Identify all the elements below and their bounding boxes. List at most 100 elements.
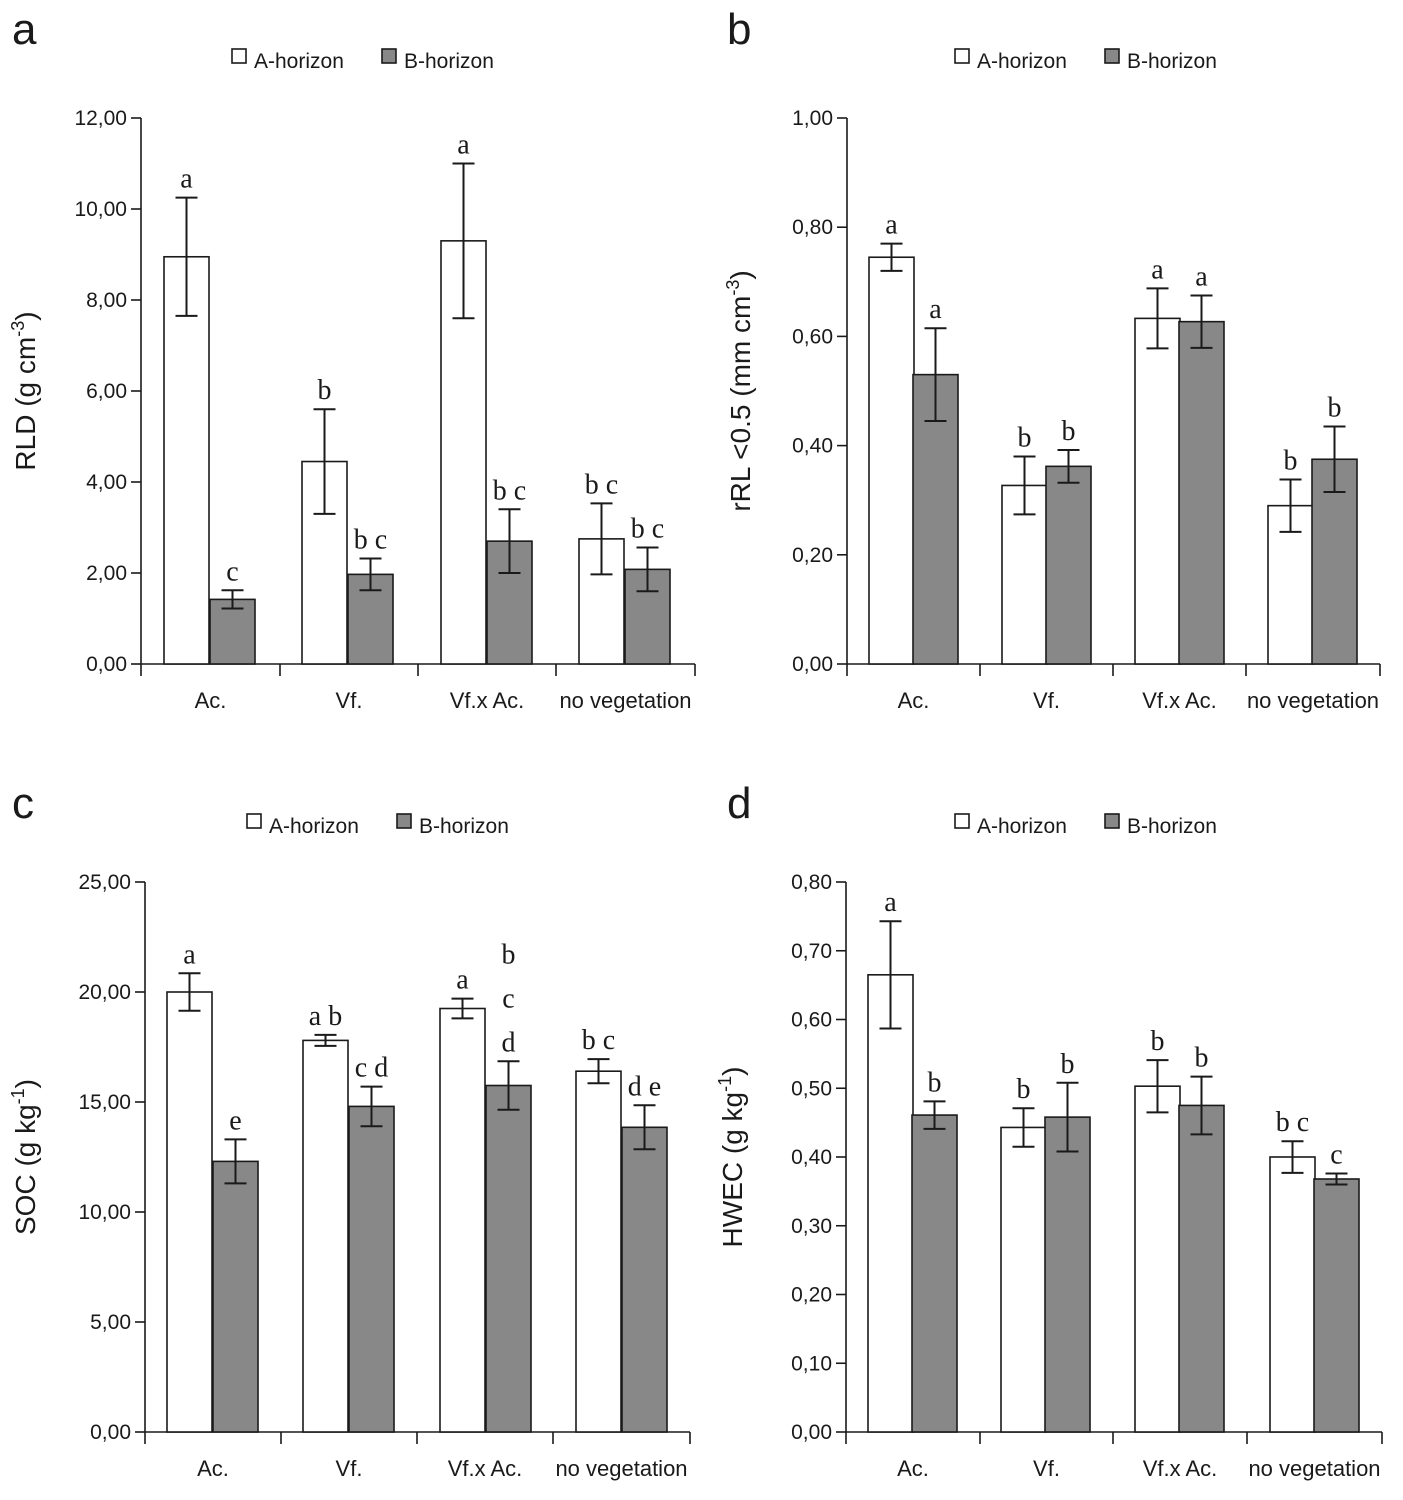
- significance-letter: b: [502, 939, 516, 970]
- legend-swatch-a-horizon: [246, 813, 262, 829]
- significance-letter: b: [1328, 392, 1342, 423]
- x-tick-label: no vegetation: [559, 688, 691, 713]
- significance-letter: d: [502, 1027, 516, 1058]
- panel-c: c A-horizon B-horizon 0,00 5,00 10,00 15,00 20,…: [8, 779, 691, 1481]
- significance-letter: c: [502, 983, 514, 1014]
- y-tick-label: 0,00: [792, 653, 833, 676]
- panel-label: d: [727, 779, 751, 828]
- legend: A-horizon B-horizon: [954, 813, 1217, 838]
- y-tick-label: 0,80: [791, 871, 832, 894]
- y-axis-title-tail: ): [10, 1079, 41, 1088]
- y-tick-label: 25,00: [78, 871, 131, 894]
- significance-letter: b c: [493, 475, 526, 506]
- legend: A-horizon B-horizon: [246, 813, 509, 838]
- significance-letter: a: [885, 210, 898, 241]
- y-axis-title-main: RLD (g cm: [10, 337, 41, 471]
- bar-a-horizon: [1269, 1156, 1316, 1433]
- bar-b-horizon: [1044, 1116, 1091, 1433]
- panel-d: d A-horizon B-horizon 0,00 0,10 0,20 0,30 0,40 0…: [715, 779, 1383, 1481]
- y-axis-title: rRL <0.5 (mm cm-3): [723, 270, 756, 511]
- y-axis-title-superscript: -1: [8, 1088, 28, 1104]
- x-tick-label: Vf.: [1033, 688, 1060, 713]
- legend-label-a-horizon: A-horizon: [269, 815, 359, 838]
- y-tick-label: 2,00: [86, 562, 127, 585]
- x-tick-label: Ac.: [897, 1456, 929, 1481]
- significance-letter: c: [1330, 1140, 1342, 1171]
- panel-a: a A-horizon B-horizon 0,00 2,00 4,00 6,00 8,00 1…: [8, 5, 696, 713]
- legend-swatch-b-horizon: [1104, 48, 1120, 64]
- significance-letter: b: [1151, 1026, 1165, 1057]
- y-tick-label: 0,70: [791, 940, 832, 963]
- y-tick-label: 20,00: [78, 981, 131, 1004]
- bar-b-horizon: [212, 1160, 259, 1433]
- x-tick-label: Ac.: [197, 1456, 229, 1481]
- bar-a-horizon: [166, 991, 213, 1433]
- significance-letter: c d: [355, 1053, 388, 1084]
- legend-swatch-b-horizon: [1104, 813, 1120, 829]
- bar-a-horizon: [1000, 1126, 1047, 1433]
- significance-letter: b: [318, 375, 332, 406]
- significance-letter: b: [928, 1067, 942, 1098]
- legend-swatch-b-horizon: [396, 813, 412, 829]
- y-axis-title-superscript: -1: [715, 1076, 735, 1092]
- y-axis-title-main: rRL <0.5 (mm cm: [725, 296, 756, 512]
- y-axis-title-tail: ): [725, 270, 756, 279]
- significance-letter: b: [1062, 416, 1076, 447]
- bar-b-horizon: [1313, 1178, 1360, 1433]
- y-tick-label: 5,00: [90, 1311, 131, 1334]
- bar-b-horizon: [1045, 465, 1092, 665]
- legend: A-horizon B-horizon: [954, 48, 1217, 73]
- y-axis-title: SOC (g kg-1): [8, 1079, 41, 1235]
- y-tick-label: 0,40: [791, 1146, 832, 1169]
- y-tick-label: 0,60: [791, 1009, 832, 1032]
- significance-letter: c: [226, 556, 238, 587]
- bar-b-horizon: [348, 1105, 395, 1433]
- significance-letter: a: [1151, 254, 1164, 285]
- x-tick-label: Vf.: [1033, 1456, 1060, 1481]
- significance-letter: a: [884, 887, 897, 918]
- bar-a-horizon: [575, 1070, 622, 1433]
- significance-letter: b: [1061, 1049, 1075, 1080]
- bar-b-horizon: [1178, 320, 1225, 665]
- y-tick-label: 0,80: [792, 216, 833, 239]
- significance-letter: a: [929, 294, 942, 325]
- legend: A-horizon B-horizon: [231, 48, 494, 73]
- legend-swatch-a-horizon: [954, 813, 970, 829]
- significance-letter: a: [457, 130, 470, 161]
- bar-b-horizon: [1178, 1104, 1225, 1433]
- significance-letter: b c: [1276, 1107, 1309, 1138]
- y-tick-label: 10,00: [78, 1201, 131, 1224]
- y-tick-label: 0,50: [791, 1077, 832, 1100]
- legend-label-b-horizon: B-horizon: [404, 50, 494, 73]
- bar-a-horizon: [302, 1039, 349, 1433]
- legend-label-b-horizon: B-horizon: [1127, 50, 1217, 73]
- x-tick-label: Ac.: [195, 688, 227, 713]
- x-tick-label: Ac.: [898, 688, 930, 713]
- y-axis-title-superscript: -3: [8, 321, 28, 337]
- significance-letter: b c: [585, 469, 618, 500]
- legend-label-b-horizon: B-horizon: [419, 815, 509, 838]
- significance-letter: d e: [628, 1071, 661, 1102]
- significance-letter: b: [1018, 423, 1032, 454]
- y-tick-label: 6,00: [86, 380, 127, 403]
- bar-b-horizon: [209, 598, 256, 665]
- y-axis-title-main: SOC (g kg: [10, 1104, 41, 1235]
- y-axis-title: RLD (g cm-3): [8, 311, 41, 470]
- bar-b-horizon: [911, 1114, 958, 1433]
- y-tick-label: 0,20: [791, 1284, 832, 1307]
- x-tick-label: no vegetation: [1247, 688, 1379, 713]
- significance-letter: b: [1284, 445, 1298, 476]
- significance-letter: a: [183, 939, 196, 970]
- y-tick-label: 4,00: [86, 471, 127, 494]
- y-tick-label: 8,00: [86, 289, 127, 312]
- y-axis-title-tail: ): [717, 1067, 748, 1076]
- bar-a-horizon: [1134, 1085, 1181, 1433]
- y-tick-label: 1,00: [792, 107, 833, 130]
- significance-letter: a b: [309, 1001, 342, 1032]
- x-tick-label: no vegetation: [1248, 1456, 1380, 1481]
- significance-letter: b c: [631, 514, 664, 545]
- panel-label: a: [12, 5, 37, 54]
- legend-label-a-horizon: A-horizon: [977, 50, 1067, 73]
- x-tick-label: Vf.x Ac.: [1143, 1456, 1218, 1481]
